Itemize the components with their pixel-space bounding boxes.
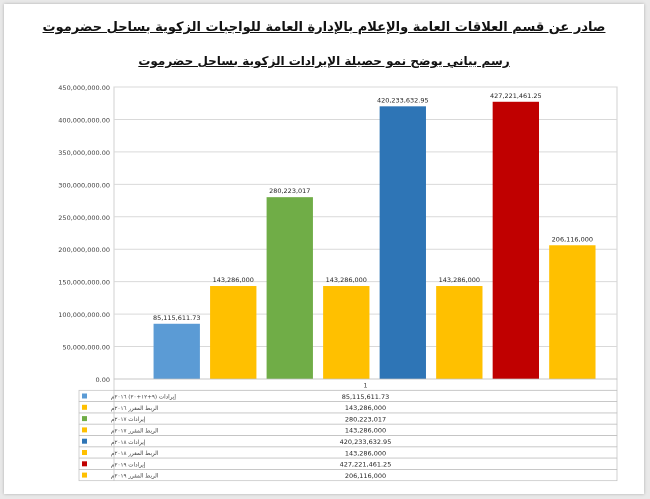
legend-swatch <box>82 472 87 478</box>
bar <box>153 323 200 379</box>
data-label: 85,115,611.73 <box>153 314 201 322</box>
table-value: 143,286,000 <box>345 427 386 435</box>
data-label: 206,116,000 <box>552 235 593 243</box>
chart-title: رسم بياني يوضح نمو حصيلة الإيرادات الزكو… <box>138 54 510 68</box>
legend-label: إيرادات ٢٠١٩م <box>111 462 146 468</box>
y-tick-label: 300,000,000.00 <box>58 181 110 189</box>
legend-swatch <box>82 404 87 410</box>
table-value: 420,233,632.95 <box>340 438 392 446</box>
legend-swatch <box>82 450 87 455</box>
legend-swatch <box>82 416 87 422</box>
bar <box>492 101 540 380</box>
legend-swatch <box>82 393 87 399</box>
legend-swatch <box>82 461 87 467</box>
y-tick-label: 250,000,000.00 <box>58 214 110 222</box>
bar <box>549 245 596 379</box>
data-label: 280,223,017 <box>269 187 310 195</box>
bar <box>436 286 483 379</box>
legend-label: الربط المقرر ٢٠١٩م <box>111 474 159 480</box>
legend-label: الربط المقرر ٢٠١٧م <box>111 429 159 435</box>
table-value: 427,221,461.25 <box>340 461 392 469</box>
data-label: 143,286,000 <box>439 276 480 284</box>
data-label: 143,286,000 <box>326 276 367 284</box>
data-label: 427,221,461.25 <box>490 92 542 100</box>
y-tick-label: 450,000,000.00 <box>58 84 110 92</box>
y-tick-label: 200,000,000.00 <box>58 246 110 254</box>
y-tick-label: 150,000,000.00 <box>58 279 110 287</box>
table-value: 206,116,000 <box>345 472 386 480</box>
x-tick-label: 1 <box>363 382 367 390</box>
bar <box>379 106 426 379</box>
table-value: 143,286,000 <box>345 449 386 457</box>
legend-label: إيرادات (٩+١٢+٢٠) ٢٠١٦م <box>111 395 176 401</box>
header-title: صادر عن قسم العلاقات العامة والإعلام بال… <box>42 20 606 35</box>
legend-label: الربط المقرر ٢٠١٦م <box>111 406 159 412</box>
y-tick-label: 100,000,000.00 <box>58 311 110 319</box>
y-tick-label: 0.00 <box>96 376 110 384</box>
table-value: 85,115,611.73 <box>342 393 390 401</box>
data-label: 420,233,632.95 <box>377 96 429 104</box>
bar-chart: 0.00 50,000,000.00 100,000,000.00 150,000,0… <box>58 84 618 482</box>
table-value: 143,286,000 <box>345 404 386 412</box>
table-value: 280,223,017 <box>345 415 386 423</box>
legend-swatch <box>82 427 87 433</box>
data-label: 143,286,000 <box>213 276 254 284</box>
y-tick-label: 400,000,000.00 <box>58 116 110 124</box>
y-tick-label: 350,000,000.00 <box>58 149 110 157</box>
bar <box>323 286 370 379</box>
legend-label: إيرادات ٢٠١٨م <box>111 440 146 446</box>
legend-swatch <box>82 438 87 444</box>
bar <box>266 197 313 379</box>
page: صادر عن قسم العلاقات العامة والإعلام بال… <box>4 4 644 494</box>
legend-label: الربط المقرر ٢٠١٨م <box>111 451 159 457</box>
y-tick-label: 50,000,000.00 <box>62 344 110 352</box>
bar <box>210 286 257 379</box>
legend-label: إيرادات ٢٠١٧م <box>111 417 146 423</box>
table-row <box>78 469 618 482</box>
